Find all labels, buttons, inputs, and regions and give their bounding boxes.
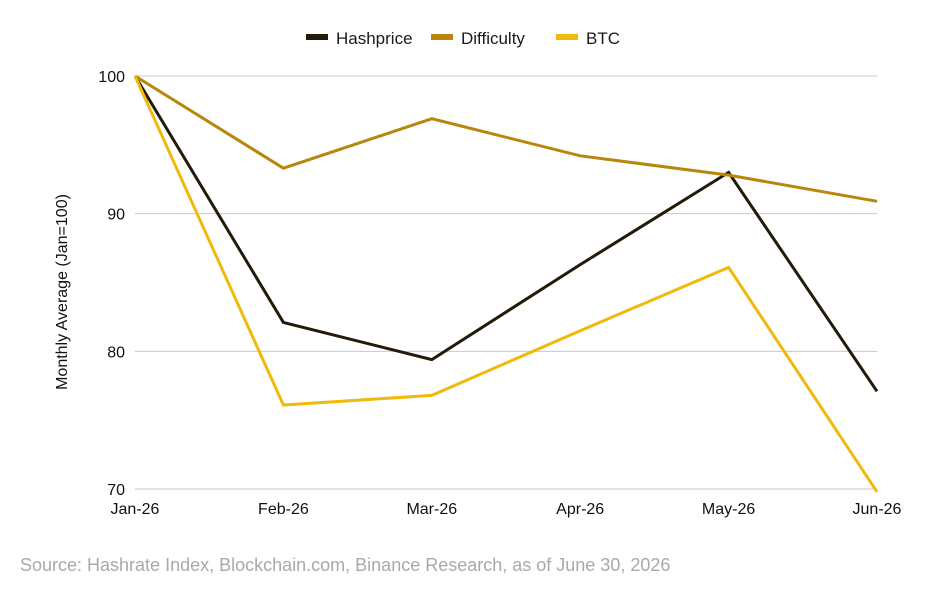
legend-swatch-hashprice <box>306 34 328 40</box>
y-tick-label: 100 <box>98 69 125 86</box>
legend-swatch-difficulty <box>431 34 453 40</box>
y-tick-label: 90 <box>107 207 125 224</box>
x-tick-label: Jun-26 <box>853 501 902 518</box>
legend-swatch-btc <box>556 34 578 40</box>
x-tick-label: Mar-26 <box>406 501 457 518</box>
y-tick-label: 70 <box>107 482 125 499</box>
series-line-btc <box>133 75 879 493</box>
x-tick-label: Apr-26 <box>556 501 604 518</box>
y-axis-ticks: 70 80 90 100 <box>98 69 125 499</box>
x-tick-label: May-26 <box>702 501 755 518</box>
series-line-hashprice <box>133 75 879 393</box>
x-axis-ticks: Jan-26 Feb-26 Mar-26 Apr-26 May-26 Jun-26 <box>111 501 902 518</box>
legend-label-difficulty: Difficulty <box>461 29 525 48</box>
x-tick-label: Feb-26 <box>258 501 309 518</box>
legend-label-hashprice: Hashprice <box>336 29 413 48</box>
series-line-difficulty <box>134 74 878 203</box>
y-axis-title: Monthly Average (Jan=100) <box>54 194 71 390</box>
source-note: Source: Hashrate Index, Blockchain.com, … <box>20 555 671 575</box>
x-tick-label: Jan-26 <box>111 501 160 518</box>
legend-label-btc: BTC <box>586 29 620 48</box>
series-lines <box>133 74 879 493</box>
y-tick-label: 80 <box>107 344 125 361</box>
legend: Hashprice Difficulty BTC <box>306 29 620 48</box>
